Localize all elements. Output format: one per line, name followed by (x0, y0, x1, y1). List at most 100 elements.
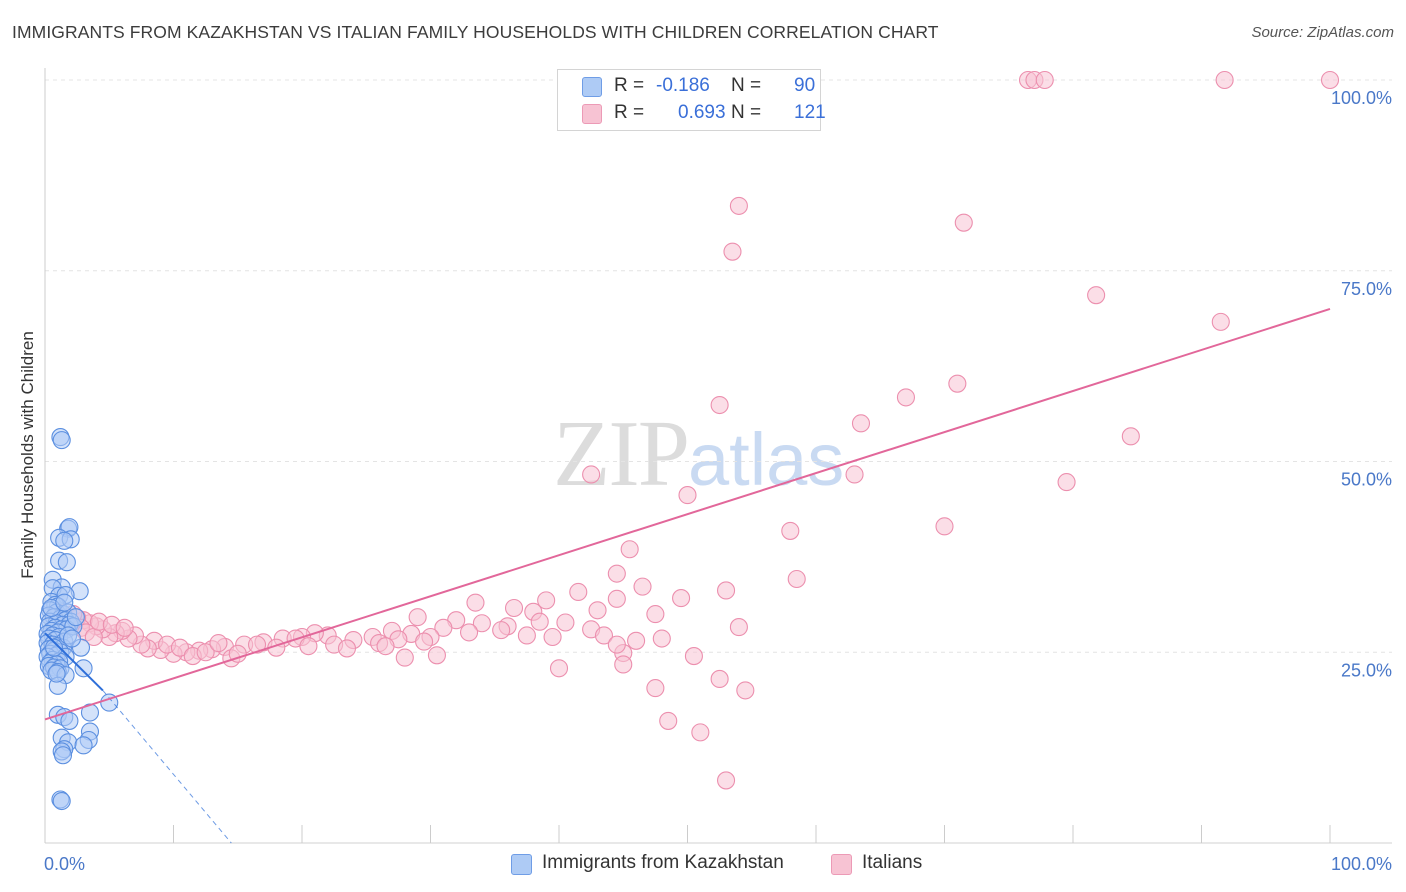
italians-point (935, 517, 954, 536)
italians-legend-swatch (831, 854, 852, 875)
kazakhstan-point (66, 608, 85, 627)
italians-point (582, 465, 601, 484)
italians-point (1211, 312, 1230, 331)
italians-point (1320, 70, 1340, 90)
italians-point (954, 213, 973, 232)
italians-point (209, 634, 228, 653)
italians-point (228, 644, 247, 663)
x-tick-label-max: 100.0% (1331, 854, 1392, 874)
italians-point (543, 627, 562, 647)
italians-point (787, 569, 806, 589)
italians-point (408, 608, 427, 627)
r-value: 0.693 (678, 102, 726, 123)
italians-point (716, 771, 736, 790)
chart-title: IMMIGRANTS FROM KAZAKHSTAN VS ITALIAN FA… (12, 22, 939, 42)
kazakhstan-swatch (582, 77, 602, 97)
italians-point (434, 618, 453, 637)
italians-point (170, 638, 189, 657)
italians-point (684, 647, 703, 666)
y-tick-label: 100.0% (1331, 88, 1392, 108)
italians-point (614, 655, 633, 674)
italians-point (620, 540, 639, 559)
y-tick-label: 75.0% (1341, 279, 1392, 299)
kazakhstan-point (44, 638, 64, 657)
italians-point (646, 679, 665, 698)
tick-label-layer: 25.0% 50.0% 75.0% 100.0% 0.0% 100.0% (44, 88, 1392, 874)
italians-point (504, 598, 524, 618)
italians-point (678, 486, 697, 505)
italians-point (633, 577, 652, 596)
trend-layer (44, 307, 1331, 844)
kazakhstan-trend-extension (102, 690, 232, 844)
kazakhstan-point (55, 531, 74, 550)
grid-layer (45, 79, 1392, 653)
italians-point (472, 614, 491, 633)
stats-legend: R = -0.186 N = 90 R = 0.693 N = 121 (557, 69, 826, 131)
kazakhstan-point (60, 711, 79, 730)
n-value: 121 (794, 102, 826, 123)
italians-point (1087, 286, 1106, 305)
italians-legend-label: Italians (862, 852, 923, 873)
italians-point (896, 388, 916, 407)
kazakhstan-point (57, 553, 76, 572)
italians-point (845, 465, 864, 484)
italians-point (607, 589, 626, 608)
r-label: R = (614, 75, 645, 96)
y-axis-label: Family Households with Children (18, 331, 37, 579)
italians-point (415, 632, 434, 651)
italians-point (627, 631, 646, 650)
n-label: N = (731, 102, 762, 123)
kazakhstan-point (74, 736, 93, 755)
italians-point (652, 629, 671, 648)
axis-layer (44, 68, 1392, 844)
italians-point (659, 711, 678, 730)
italians-point (1057, 473, 1076, 492)
kazakhstan-point (52, 431, 71, 450)
r-value: -0.186 (656, 75, 710, 96)
italians-point (569, 582, 588, 602)
italians-swatch (582, 104, 602, 124)
italians-point (537, 591, 556, 610)
italians-point (459, 623, 479, 642)
italians-point (736, 681, 755, 700)
watermark-atlas: atlas (688, 418, 845, 501)
kazakhstan-legend-label: Immigrants from Kazakhstan (542, 852, 784, 873)
italians-point (723, 242, 742, 261)
italians-point (556, 613, 575, 632)
italians-point (607, 564, 626, 583)
kazakhstan-point (53, 746, 73, 765)
italians-point (781, 521, 800, 540)
italians-point (1215, 70, 1234, 90)
y-tick-label: 25.0% (1341, 660, 1392, 680)
italians-point (1035, 70, 1054, 90)
italians-point (646, 605, 665, 624)
italians-point (691, 723, 710, 742)
italians-point (1121, 427, 1140, 446)
points-layer (38, 70, 1340, 811)
italians-point (710, 395, 729, 415)
italians-point (376, 637, 395, 656)
italians-point (395, 648, 414, 667)
italians-point (549, 659, 569, 678)
kazakhstan-point (74, 659, 93, 678)
italians-point (729, 196, 748, 215)
italians-point (710, 669, 729, 689)
italians-point (466, 593, 485, 612)
kazakhstan-point (52, 791, 71, 811)
n-label: N = (731, 75, 762, 96)
italians-point (607, 635, 626, 654)
italians-point (851, 414, 871, 433)
y-tick-label: 50.0% (1341, 470, 1392, 490)
italians-point (196, 643, 215, 662)
italians-point (299, 637, 318, 656)
italians-trend-line (44, 307, 1331, 721)
n-value: 90 (794, 75, 816, 96)
italians-point (337, 639, 357, 658)
italians-point (247, 635, 267, 654)
italians-point (729, 618, 748, 637)
italians-point (492, 621, 511, 640)
watermark: ZIPatlas (553, 400, 844, 508)
source-credit: Source: ZipAtlas.com (1251, 24, 1394, 41)
italians-point (948, 374, 967, 393)
